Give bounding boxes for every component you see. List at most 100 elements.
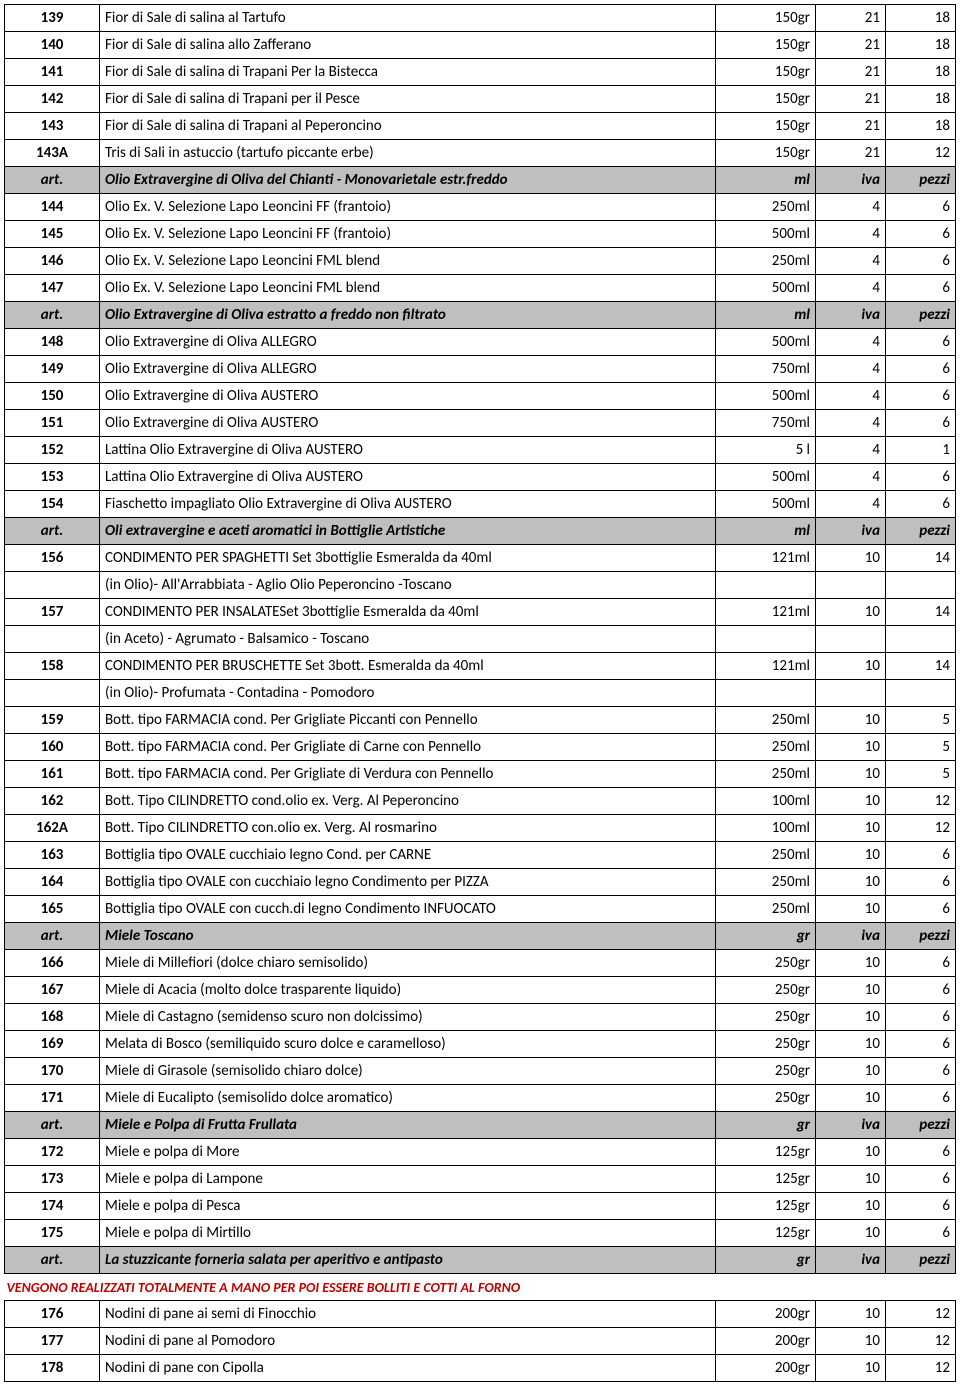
size-cell: 125gr: [716, 1166, 816, 1193]
iva-cell: 4: [816, 329, 886, 356]
size-cell: gr: [716, 1247, 816, 1274]
art-cell: 160: [5, 734, 100, 761]
size-cell: 250gr: [716, 1031, 816, 1058]
pezzi-cell: 12: [886, 788, 956, 815]
pezzi-cell: 6: [886, 410, 956, 437]
size-cell: 200gr: [716, 1355, 816, 1382]
section-header-row: art.Olio Extravergine di Oliva del Chian…: [5, 167, 956, 194]
table-row: 162ABott. Tipo CILINDRETTO con.olio ex. …: [5, 815, 956, 842]
table-row: 150Olio Extravergine di Oliva AUSTERO500…: [5, 383, 956, 410]
section-header-row: art.Oli extravergine e aceti aromatici i…: [5, 518, 956, 545]
iva-cell: 10: [816, 734, 886, 761]
size-cell: 250ml: [716, 761, 816, 788]
iva-cell: 10: [816, 869, 886, 896]
size-cell: 500ml: [716, 221, 816, 248]
desc-cell: Olio Ex. V. Selezione Lapo Leoncini FF (…: [100, 194, 716, 221]
iva-cell: 21: [816, 59, 886, 86]
pezzi-cell: 6: [886, 491, 956, 518]
iva-cell: iva: [816, 923, 886, 950]
table-subrow: (in Olio)- All'Arrabbiata - Aglio Olio P…: [5, 572, 956, 599]
size-cell: 500ml: [716, 329, 816, 356]
table-row: 142Fior di Sale di salina di Trapani per…: [5, 86, 956, 113]
desc-cell: Olio Ex. V. Selezione Lapo Leoncini FML …: [100, 248, 716, 275]
table-row: 176Nodini di pane ai semi di Finocchio20…: [5, 1301, 956, 1328]
desc-cell: Bott. tipo FARMACIA cond. Per Grigliate …: [100, 734, 716, 761]
size-cell: [716, 680, 816, 707]
desc-cell: Miele di Millefiori (dolce chiaro semiso…: [100, 950, 716, 977]
art-cell: 178: [5, 1355, 100, 1382]
table-row: 158CONDIMENTO PER BRUSCHETTE Set 3bott. …: [5, 653, 956, 680]
desc-cell: Olio Ex. V. Selezione Lapo Leoncini FF (…: [100, 221, 716, 248]
table-row: 169Melata di Bosco (semiliquido scuro do…: [5, 1031, 956, 1058]
desc-cell: CONDIMENTO PER SPAGHETTI Set 3bottiglie …: [100, 545, 716, 572]
iva-cell: 10: [816, 653, 886, 680]
desc-cell: Fior di Sale di salina di Trapani per il…: [100, 86, 716, 113]
table-row: 172Miele e polpa di More125gr106: [5, 1139, 956, 1166]
size-cell: 150gr: [716, 59, 816, 86]
art-cell: 143: [5, 113, 100, 140]
iva-cell: 4: [816, 275, 886, 302]
size-cell: 250ml: [716, 869, 816, 896]
size-cell: 250ml: [716, 248, 816, 275]
art-cell: 156: [5, 545, 100, 572]
art-cell: 159: [5, 707, 100, 734]
art-cell: 166: [5, 950, 100, 977]
art-cell: 148: [5, 329, 100, 356]
size-cell: 500ml: [716, 275, 816, 302]
table-row: 168Miele di Castagno (semidenso scuro no…: [5, 1004, 956, 1031]
size-cell: [716, 572, 816, 599]
table-row: 152Lattina Olio Extravergine di Oliva AU…: [5, 437, 956, 464]
desc-cell: Fior di Sale di salina di Trapani Per la…: [100, 59, 716, 86]
pezzi-cell: 12: [886, 140, 956, 167]
table-row: 141Fior di Sale di salina di Trapani Per…: [5, 59, 956, 86]
desc-cell: Fiaschetto impagliato Olio Extravergine …: [100, 491, 716, 518]
pezzi-cell: pezzi: [886, 518, 956, 545]
desc-cell: Bott. Tipo CILINDRETTO cond.olio ex. Ver…: [100, 788, 716, 815]
art-cell: 151: [5, 410, 100, 437]
size-cell: 150gr: [716, 86, 816, 113]
pezzi-cell: 14: [886, 653, 956, 680]
art-cell: 168: [5, 1004, 100, 1031]
desc-cell: Nodini di pane al Pomodoro: [100, 1328, 716, 1355]
art-cell: 139: [5, 5, 100, 32]
art-cell: 170: [5, 1058, 100, 1085]
iva-cell: 10: [816, 545, 886, 572]
art-cell: 141: [5, 59, 100, 86]
iva-cell: iva: [816, 167, 886, 194]
pezzi-cell: 6: [886, 464, 956, 491]
art-cell: 158: [5, 653, 100, 680]
art-cell: 147: [5, 275, 100, 302]
art-cell: 153: [5, 464, 100, 491]
pezzi-cell: 18: [886, 86, 956, 113]
iva-cell: 4: [816, 491, 886, 518]
pezzi-cell: 5: [886, 707, 956, 734]
art-cell: 163: [5, 842, 100, 869]
pezzi-cell: 12: [886, 1301, 956, 1328]
table-row: 161Bott. tipo FARMACIA cond. Per Griglia…: [5, 761, 956, 788]
iva-cell: 10: [816, 1301, 886, 1328]
table-row: 177Nodini di pane al Pomodoro200gr1012: [5, 1328, 956, 1355]
pezzi-cell: 6: [886, 1193, 956, 1220]
table-row: 156CONDIMENTO PER SPAGHETTI Set 3bottigl…: [5, 545, 956, 572]
art-cell: 162A: [5, 815, 100, 842]
desc-cell: La stuzzicante forneria salata per aperi…: [100, 1247, 716, 1274]
size-cell: 250gr: [716, 1085, 816, 1112]
art-cell: 174: [5, 1193, 100, 1220]
pezzi-cell: pezzi: [886, 302, 956, 329]
desc-cell: Miele Toscano: [100, 923, 716, 950]
size-cell: 121ml: [716, 545, 816, 572]
desc-cell: Olio Extravergine di Oliva ALLEGRO: [100, 329, 716, 356]
iva-cell: 10: [816, 1085, 886, 1112]
size-cell: 250gr: [716, 1058, 816, 1085]
desc-cell: Miele di Acacia (molto dolce trasparente…: [100, 977, 716, 1004]
desc-cell: (in Olio)- All'Arrabbiata - Aglio Olio P…: [100, 572, 716, 599]
desc-cell: Miele di Eucalipto (semisolido dolce aro…: [100, 1085, 716, 1112]
iva-cell: iva: [816, 302, 886, 329]
iva-cell: 10: [816, 1328, 886, 1355]
desc-cell: Miele e polpa di Lampone: [100, 1166, 716, 1193]
size-cell: 5 l: [716, 437, 816, 464]
size-cell: 500ml: [716, 383, 816, 410]
desc-cell: Bott. tipo FARMACIA cond. Per Grigliate …: [100, 707, 716, 734]
art-cell: [5, 572, 100, 599]
size-cell: 250gr: [716, 950, 816, 977]
